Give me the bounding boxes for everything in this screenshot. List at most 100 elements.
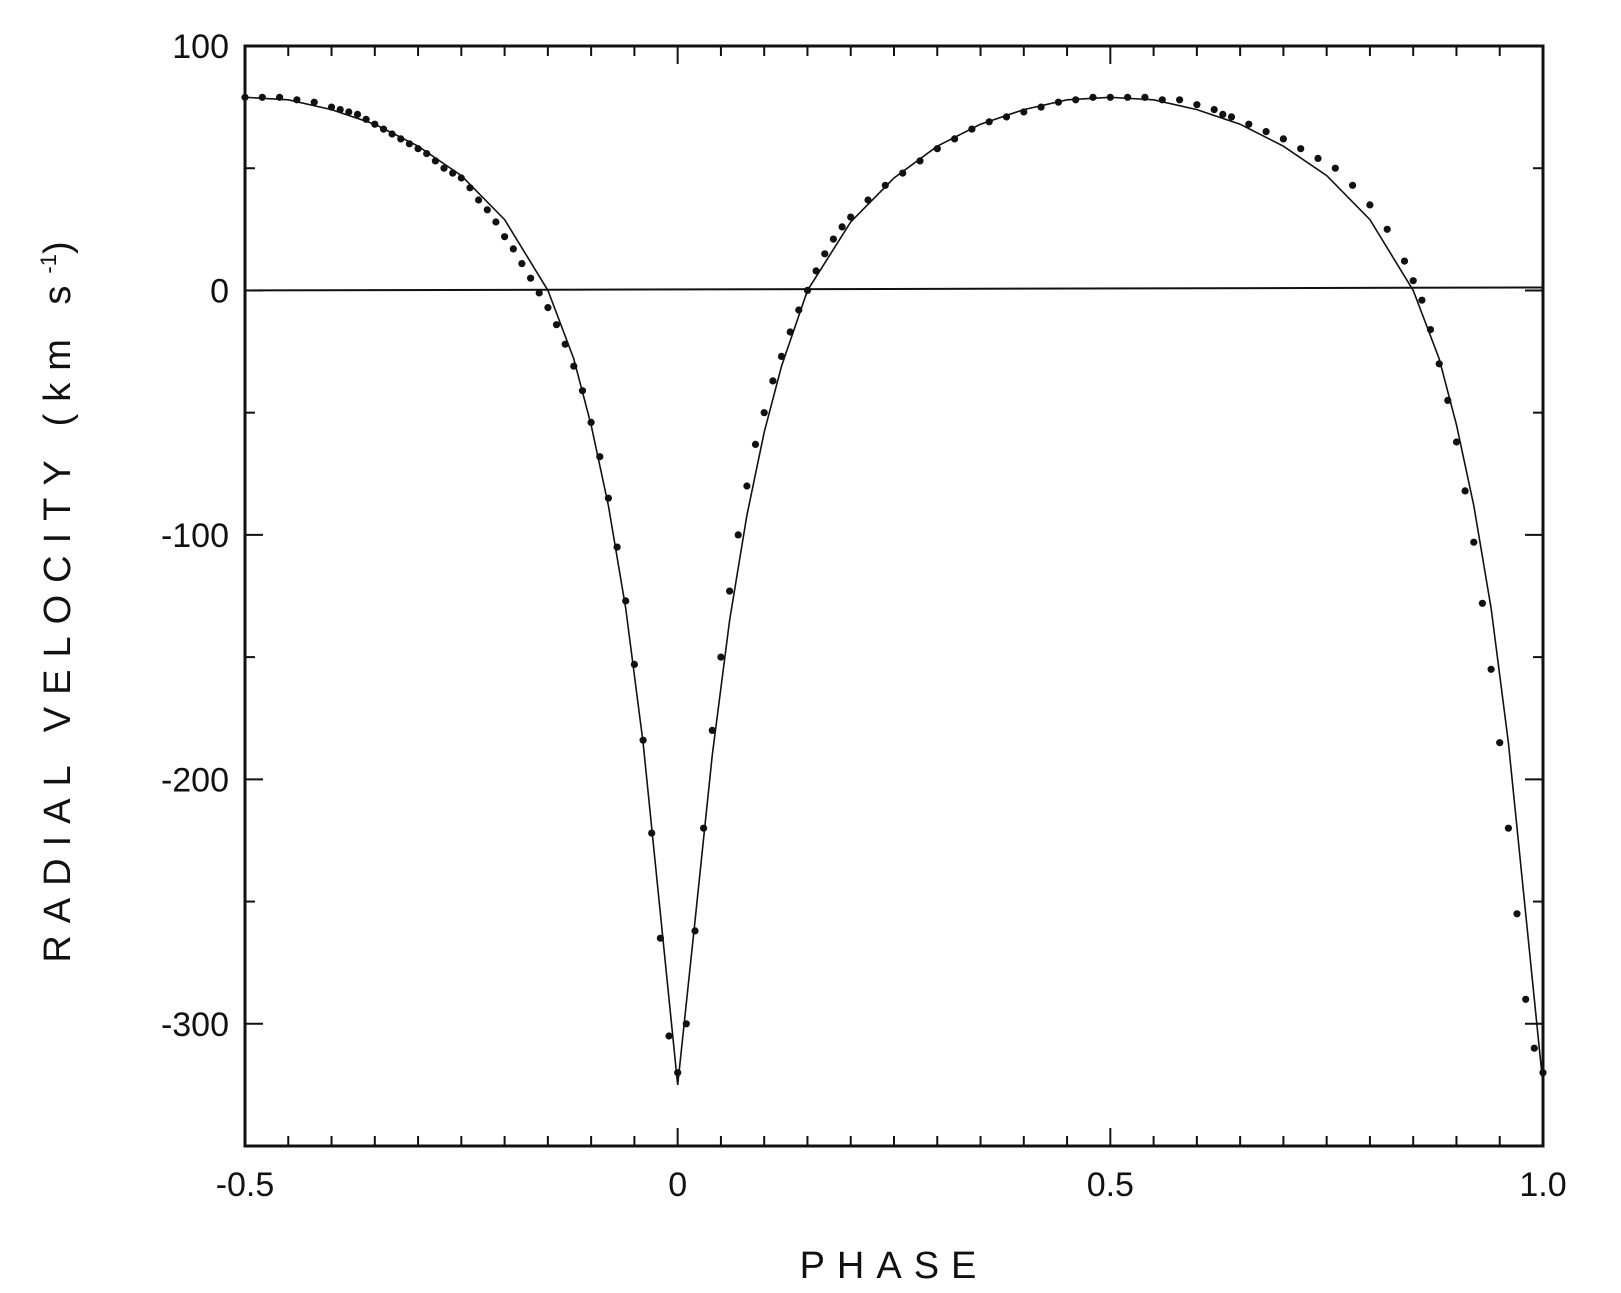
x-tick-label: 0 [668,1166,687,1204]
data-point [1262,128,1270,136]
data-point [1227,113,1236,121]
data-point [1176,96,1184,104]
data-point [1054,98,1062,106]
data-point [570,362,578,370]
data-point [440,164,448,172]
data-points [241,93,1547,1077]
data-point [379,125,388,133]
data-point [1314,154,1322,162]
y-tick-label: -300 [161,1006,229,1044]
data-point [864,196,872,204]
data-point [501,233,509,241]
data-point [1366,201,1374,209]
data-point [726,587,734,595]
data-point [674,1069,682,1077]
data-point [786,328,794,336]
data-point [1193,101,1201,109]
data-point [1409,277,1417,285]
data-point [483,206,491,214]
data-point [518,260,526,268]
data-point [466,184,474,192]
data-point [639,736,647,744]
data-point [509,245,517,253]
x-tick-label: -0.5 [216,1166,275,1204]
data-point [1444,396,1452,404]
data-point [1426,326,1435,334]
data-point [968,125,976,133]
y-tick-label: 0 [210,272,229,310]
data-point [1470,538,1478,546]
data-point [405,140,413,148]
data-point [656,934,665,942]
data-point [241,93,249,101]
ticks [244,45,1544,1147]
data-point [327,103,336,111]
fit-curve [244,96,1544,1085]
data-point [1435,360,1443,368]
data-point [587,418,595,426]
data-point [743,482,751,490]
data-point [1513,910,1521,918]
data-point [596,453,604,461]
data-point [1478,599,1486,607]
data-point [1106,93,1114,101]
data-point [345,108,353,116]
data-point [1418,296,1426,304]
data-point [708,726,716,735]
data-point [751,440,760,448]
data-point [1349,181,1357,189]
data-point [310,98,318,106]
data-point [803,286,812,294]
data-point [336,106,344,114]
data-point [985,118,993,126]
data-point [1002,113,1011,121]
data-point [1020,108,1028,116]
data-point [1072,96,1080,104]
x-axis-label: PHASE [800,1245,989,1287]
tick-labels: -0.5 0 0.5 1.0 100 0 -100 -200 -300 [161,28,1567,1204]
y-tick-label: -100 [161,517,229,555]
data-point [1158,96,1166,104]
y-tick-label: 100 [172,28,229,66]
data-point [1530,1044,1538,1052]
data-point [1496,739,1504,747]
data-point [353,110,362,118]
data-point [1522,995,1530,1003]
data-point [293,96,301,104]
data-point [613,543,621,551]
y-axis-label-main: RADIAL VELOCITY (km s [37,274,79,963]
data-point [276,93,284,101]
data-point [700,824,708,832]
data-point [604,494,613,502]
data-point [682,1020,690,1028]
data-point [475,196,483,204]
data-point [492,218,500,226]
data-point [847,213,855,221]
data-point [1461,487,1469,495]
data-point [362,115,370,123]
data-point [1504,824,1512,832]
zero-reference-line [244,286,1544,292]
data-point [821,250,829,258]
data-point [916,157,924,165]
data-point [812,267,820,275]
data-point [648,829,656,837]
data-point [1219,110,1227,118]
data-point [371,120,379,128]
plot-frame [243,44,1545,1148]
data-point [899,169,907,177]
data-point [535,289,543,297]
data-point [1487,665,1495,673]
data-point [881,181,889,189]
x-tick-label: 0.5 [1087,1166,1134,1204]
data-point [1400,257,1409,265]
x-tick-label: 1.0 [1519,1166,1566,1204]
data-point [1124,93,1132,101]
data-point [1279,135,1287,143]
data-point [561,340,569,348]
y-tick-label: -200 [161,761,229,799]
data-point [829,235,838,243]
data-point [665,1032,673,1040]
data-point [1141,93,1149,101]
